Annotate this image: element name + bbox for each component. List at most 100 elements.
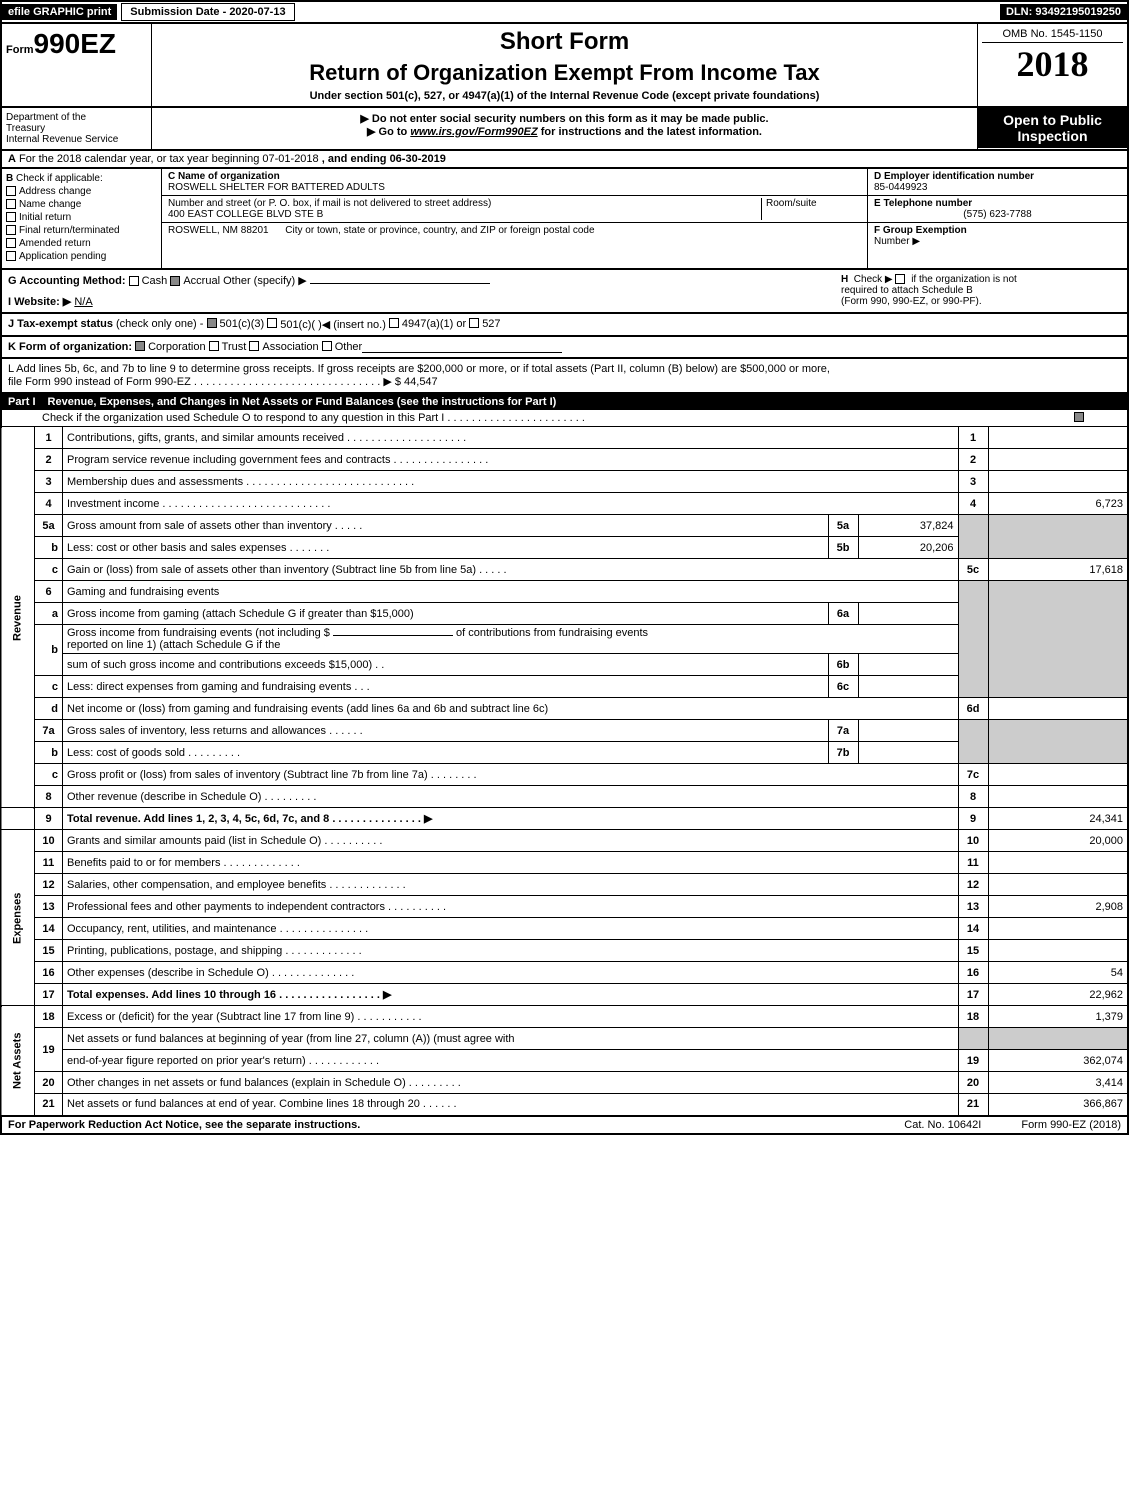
chk-accrual[interactable] bbox=[170, 276, 180, 286]
l9-desc: Total revenue. Add lines 1, 2, 3, 4, 5c,… bbox=[63, 808, 959, 830]
ein-label: D Employer identification number bbox=[874, 171, 1034, 182]
l13-desc: Professional fees and other payments to … bbox=[63, 896, 959, 918]
other-specify-line[interactable] bbox=[310, 283, 490, 284]
section-g-row: G Accounting Method: Cash Accrual Other … bbox=[0, 270, 1129, 314]
instruction-2: ▶ Go to www.irs.gov/Form990EZ for instru… bbox=[156, 125, 973, 138]
l15-desc: Printing, publications, postage, and shi… bbox=[63, 940, 959, 962]
chk-trust[interactable] bbox=[209, 341, 219, 351]
opt-501c: 501(c)( )◀ (insert no.) bbox=[280, 318, 386, 331]
opt-cash: Cash bbox=[142, 275, 168, 287]
l20-no: 20 bbox=[35, 1072, 63, 1094]
section-j: J Tax-exempt status (check only one) - 5… bbox=[0, 314, 1129, 337]
l11-fv bbox=[988, 852, 1128, 874]
l17-desc-b: Total expenses. Add lines 10 through 16 … bbox=[67, 989, 391, 1001]
chk-application-pending[interactable] bbox=[6, 251, 16, 261]
chk-association[interactable] bbox=[249, 341, 259, 351]
opt-final-return: Final return/terminated bbox=[19, 225, 120, 236]
l6-no: 6 bbox=[35, 581, 63, 603]
l11-fn: 11 bbox=[958, 852, 988, 874]
part-1-check-row: Check if the organization used Schedule … bbox=[0, 410, 1129, 426]
group-label: F Group Exemption bbox=[874, 225, 967, 236]
city-label: City or town, state or province, country… bbox=[285, 225, 594, 236]
chk-initial-return[interactable] bbox=[6, 212, 16, 222]
footer-right: Form 990-EZ (2018) bbox=[1021, 1119, 1121, 1131]
other-org-line[interactable] bbox=[362, 341, 562, 353]
top-bar: efile GRAPHIC print Submission Date - 20… bbox=[0, 0, 1129, 24]
open-public-2: Inspection bbox=[982, 128, 1123, 144]
submission-date: Submission Date - 2020-07-13 bbox=[121, 3, 294, 21]
part-1-label: Part I bbox=[8, 396, 36, 408]
l14-fv bbox=[988, 918, 1128, 940]
l17-desc: Total expenses. Add lines 10 through 16 … bbox=[63, 984, 959, 1006]
l6b-blank[interactable] bbox=[333, 635, 453, 636]
l19-desc-2: end-of-year figure reported on prior yea… bbox=[63, 1050, 959, 1072]
part-1-title: Revenue, Expenses, and Changes in Net As… bbox=[48, 396, 557, 408]
open-public-1: Open to Public bbox=[982, 112, 1123, 128]
l5a-sn: 5a bbox=[828, 515, 858, 537]
l10-fv: 20,000 bbox=[988, 830, 1128, 852]
chk-schedule-o[interactable] bbox=[1074, 412, 1084, 422]
l6-shade-v bbox=[988, 581, 1128, 698]
l6d-no: d bbox=[35, 698, 63, 720]
l7a-sv bbox=[858, 720, 958, 742]
l8-fn: 8 bbox=[958, 786, 988, 808]
l16-no: 16 bbox=[35, 962, 63, 984]
l7c-fn: 7c bbox=[958, 764, 988, 786]
l7b-no: b bbox=[35, 742, 63, 764]
opt-other-org: Other bbox=[335, 341, 363, 353]
dept-line-2: Treasury bbox=[6, 123, 147, 134]
chk-corporation[interactable] bbox=[135, 341, 145, 351]
g-left: G Accounting Method: Cash Accrual Other … bbox=[8, 274, 841, 308]
addr-box: Number and street (or P. O. box, if mail… bbox=[162, 196, 867, 223]
l6d-fv bbox=[988, 698, 1128, 720]
opt-corporation: Corporation bbox=[148, 341, 205, 353]
ein-box: D Employer identification number 85-0449… bbox=[868, 169, 1127, 196]
chk-final-return[interactable] bbox=[6, 225, 16, 235]
footer-mid: Cat. No. 10642I bbox=[904, 1119, 981, 1131]
chk-address-change[interactable] bbox=[6, 186, 16, 196]
chk-501c[interactable] bbox=[267, 318, 277, 328]
l5ab-shade-v bbox=[988, 515, 1128, 559]
chk-name-change[interactable] bbox=[6, 199, 16, 209]
instr2-suffix: for instructions and the latest informat… bbox=[538, 126, 762, 138]
l21-fn: 21 bbox=[958, 1094, 988, 1116]
chk-cash[interactable] bbox=[129, 276, 139, 286]
l17-no: 17 bbox=[35, 984, 63, 1006]
l6b-d3: reported on line 1) (attach Schedule G i… bbox=[67, 639, 280, 651]
l18-desc: Excess or (deficit) for the year (Subtra… bbox=[63, 1006, 959, 1028]
col-d: D Employer identification number 85-0449… bbox=[867, 169, 1127, 268]
l14-desc: Occupancy, rent, utilities, and maintena… bbox=[63, 918, 959, 940]
opt-amended-return: Amended return bbox=[19, 238, 91, 249]
irs-link[interactable]: www.irs.gov/Form990EZ bbox=[410, 126, 537, 138]
l2-fv bbox=[988, 449, 1128, 471]
efile-print-button[interactable]: efile GRAPHIC print bbox=[2, 4, 117, 20]
col-b: B Check if applicable: Address change Na… bbox=[2, 169, 162, 268]
l17-fv: 22,962 bbox=[988, 984, 1128, 1006]
l12-no: 12 bbox=[35, 874, 63, 896]
chk-501c3[interactable] bbox=[207, 318, 217, 328]
instructions-cell: ▶ Do not enter social security numbers o… bbox=[152, 108, 977, 149]
l19-fv: 362,074 bbox=[988, 1050, 1128, 1072]
opt-other: Other (specify) ▶ bbox=[223, 275, 307, 287]
l6d-desc: Net income or (loss) from gaming and fun… bbox=[63, 698, 959, 720]
l6c-no: c bbox=[35, 676, 63, 698]
l7a-desc: Gross sales of inventory, less returns a… bbox=[63, 720, 829, 742]
l13-no: 13 bbox=[35, 896, 63, 918]
l5b-sv: 20,206 bbox=[858, 537, 958, 559]
l10-fn: 10 bbox=[958, 830, 988, 852]
phone-box: E Telephone number (575) 623-7788 bbox=[868, 196, 1127, 223]
chk-4947[interactable] bbox=[389, 318, 399, 328]
l6b-sv bbox=[858, 654, 958, 676]
l6c-desc: Less: direct expenses from gaming and fu… bbox=[63, 676, 829, 698]
h-text-1: if the organization is not bbox=[911, 274, 1017, 285]
l4-fn: 4 bbox=[958, 493, 988, 515]
chk-other-org[interactable] bbox=[322, 341, 332, 351]
section-a: A For the 2018 calendar year, or tax yea… bbox=[0, 151, 1129, 169]
h-label: H bbox=[841, 274, 848, 285]
k-label: K Form of organization: bbox=[8, 341, 132, 353]
chk-527[interactable] bbox=[469, 318, 479, 328]
l13-fn: 13 bbox=[958, 896, 988, 918]
chk-amended-return[interactable] bbox=[6, 238, 16, 248]
chk-h[interactable] bbox=[895, 274, 905, 284]
l15-no: 15 bbox=[35, 940, 63, 962]
